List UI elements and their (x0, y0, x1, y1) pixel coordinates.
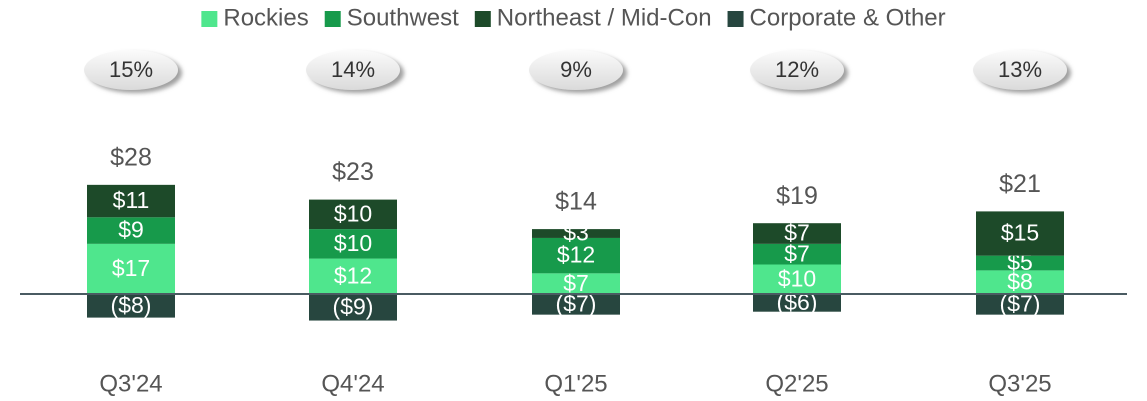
percent-badge (529, 50, 623, 90)
data-label: $17 (112, 255, 150, 281)
legend-label: Corporate & Other (750, 4, 946, 31)
percent-badge (84, 50, 178, 90)
data-label: $10 (778, 265, 816, 291)
data-label: $7 (563, 270, 589, 296)
bar-segment (976, 211, 1064, 256)
x-tick-label: Q2'25 (765, 370, 828, 397)
data-label: $7 (784, 220, 810, 246)
total-label: $23 (332, 158, 374, 186)
total-label: $19 (776, 182, 818, 210)
legend-swatch (727, 11, 744, 27)
percent-badge (973, 50, 1067, 90)
data-label: $11 (113, 187, 150, 213)
bar-segment (309, 294, 397, 321)
legend-swatch (474, 11, 491, 27)
bar-segment (753, 264, 841, 294)
x-tick-label: Q3'24 (99, 370, 162, 397)
x-tick-label: Q1'25 (544, 370, 607, 397)
data-label: ($9) (333, 293, 374, 319)
bar-segment (976, 270, 1064, 294)
data-label: $7 (784, 240, 810, 266)
bar-segment (976, 294, 1064, 315)
total-label: $28 (110, 143, 152, 171)
data-label: $10 (334, 230, 372, 256)
data-label: $12 (334, 262, 372, 288)
bar-segment (532, 273, 620, 294)
data-label: ($6) (777, 289, 818, 315)
data-label: $3 (563, 220, 589, 246)
bar-segment (753, 243, 841, 265)
bar-segment (309, 199, 397, 230)
bar-segment (532, 229, 620, 238)
legend-label: Rockies (223, 4, 308, 31)
legend: Rockies Southwest Northeast / Mid-Con Corpo… (201, 4, 946, 31)
x-tick-label: Q3'25 (988, 370, 1051, 397)
legend-swatch (324, 11, 341, 27)
x-tick-label: Q4'24 (321, 370, 384, 397)
data-label: ($8) (111, 292, 152, 318)
total-label: $21 (999, 170, 1041, 198)
percent-label: 13% (998, 57, 1042, 82)
percent-label: 15% (109, 57, 153, 82)
bar-segment (87, 294, 175, 318)
bar-segment (309, 258, 397, 294)
percent-label: 9% (560, 57, 592, 82)
bar-segment (309, 229, 397, 259)
bar-segment (976, 255, 1064, 271)
bar-segment (87, 217, 175, 244)
percent-label: 14% (331, 57, 375, 82)
data-label: $9 (118, 217, 144, 243)
legend-label: Northeast / Mid-Con (497, 4, 712, 31)
legend-label: Southwest (347, 4, 459, 31)
bar-segment (532, 294, 620, 315)
percent-badge (306, 50, 400, 90)
bar-segment (87, 243, 175, 294)
total-label: $14 (555, 188, 597, 216)
bar-segment (532, 237, 620, 274)
percent-label: 12% (775, 57, 819, 82)
bar-segment (87, 184, 175, 218)
bar-segment (753, 294, 841, 312)
legend-swatch (201, 11, 218, 27)
data-label: $15 (1001, 220, 1039, 246)
data-label: $10 (334, 200, 372, 226)
data-label: $8 (1007, 268, 1033, 294)
percent-badge (750, 50, 844, 90)
data-label: $12 (557, 242, 595, 268)
bar-segment (753, 223, 841, 244)
